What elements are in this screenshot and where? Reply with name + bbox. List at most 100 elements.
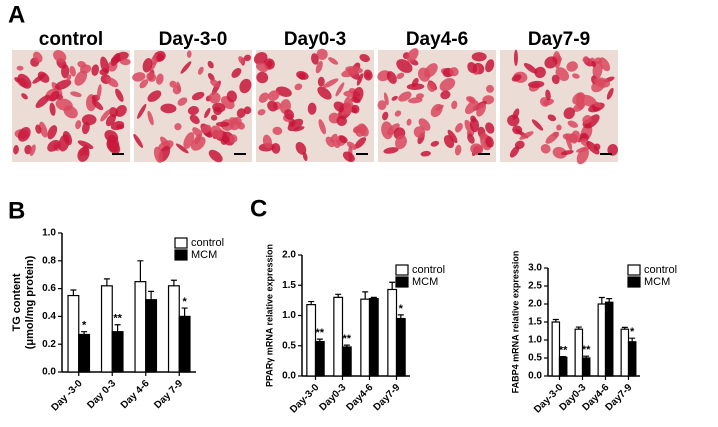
bar xyxy=(314,340,325,377)
cell xyxy=(210,125,223,139)
cell xyxy=(449,67,459,77)
cell xyxy=(132,72,146,82)
cell xyxy=(39,121,48,138)
error-bar xyxy=(397,314,404,319)
y-tick-label: 2.5 xyxy=(528,281,542,292)
cell xyxy=(354,137,367,149)
cell xyxy=(100,109,111,122)
legend-swatch xyxy=(627,264,641,276)
cell xyxy=(81,121,90,135)
cell xyxy=(77,61,87,68)
cell xyxy=(180,61,192,74)
cell xyxy=(435,104,444,111)
y-tick-label: 2.0 xyxy=(282,250,296,261)
legend-label: control xyxy=(191,237,224,249)
cell xyxy=(77,140,94,150)
cell xyxy=(383,147,399,154)
cell xyxy=(485,122,495,134)
cell xyxy=(231,68,242,78)
micrograph xyxy=(132,50,252,163)
cell xyxy=(53,50,67,63)
cell xyxy=(243,106,252,115)
cell xyxy=(146,72,157,82)
y-tick-label: 1.0 xyxy=(42,228,56,239)
cell xyxy=(352,87,364,103)
cell xyxy=(255,62,269,73)
cell xyxy=(338,135,348,144)
cell xyxy=(13,145,19,155)
cell xyxy=(49,91,60,102)
cell xyxy=(418,118,431,131)
cell xyxy=(66,74,72,81)
cell xyxy=(386,123,400,136)
image-label: Day7-9 xyxy=(528,29,590,50)
cell xyxy=(243,54,252,62)
cell xyxy=(110,52,121,66)
cell xyxy=(439,78,456,92)
legend-label: MCM xyxy=(412,276,438,288)
cell xyxy=(137,103,147,119)
bar xyxy=(145,299,158,373)
cell xyxy=(133,133,144,148)
cell xyxy=(197,66,204,75)
cell xyxy=(377,100,387,110)
cell xyxy=(74,70,88,86)
cell xyxy=(17,73,32,89)
cell xyxy=(560,150,574,156)
cell xyxy=(55,98,73,111)
cell xyxy=(210,79,221,88)
legend-swatch xyxy=(174,237,188,249)
cell xyxy=(545,89,551,101)
cell xyxy=(586,141,600,155)
error-bar xyxy=(343,344,350,347)
cell xyxy=(262,134,273,149)
significance-label: * xyxy=(182,296,187,308)
bar xyxy=(67,294,80,373)
error-bar xyxy=(148,290,155,300)
cell xyxy=(511,74,522,82)
cell xyxy=(207,72,215,82)
error-bar xyxy=(362,291,369,300)
cell xyxy=(238,56,245,65)
cell xyxy=(514,140,525,150)
cell xyxy=(236,108,246,118)
bar xyxy=(134,281,147,373)
cell xyxy=(386,71,397,84)
cell xyxy=(75,120,82,130)
cell xyxy=(296,71,309,80)
cell xyxy=(479,133,488,141)
cell xyxy=(322,78,339,88)
cell xyxy=(186,50,192,58)
legend-swatch xyxy=(395,264,409,276)
bar xyxy=(395,317,406,377)
cell xyxy=(105,77,119,88)
cell xyxy=(455,123,463,133)
x-tick-label: Day 7-9 xyxy=(152,378,185,411)
cell xyxy=(271,142,281,154)
bar xyxy=(78,333,91,373)
bar xyxy=(167,285,180,373)
cell xyxy=(606,87,614,100)
panel-label: B xyxy=(8,197,25,224)
cell xyxy=(467,133,475,144)
y-axis-label: TG content xyxy=(11,273,23,331)
cell xyxy=(523,62,538,74)
cell xyxy=(415,93,424,99)
cell xyxy=(35,94,50,108)
bar xyxy=(387,288,398,377)
x-tick-label: Day4-6 xyxy=(345,382,376,413)
error-bar xyxy=(598,296,605,304)
cell xyxy=(552,131,559,138)
legend-swatch xyxy=(627,276,641,288)
cell xyxy=(585,114,600,129)
cell xyxy=(62,130,73,146)
y-tick-label: 0.8 xyxy=(42,255,56,266)
cell xyxy=(177,97,188,106)
cell xyxy=(204,107,211,119)
cell xyxy=(527,80,545,88)
y-tick-label: 1.5 xyxy=(282,280,296,291)
cell xyxy=(142,58,153,73)
cell xyxy=(104,129,119,143)
cell xyxy=(16,65,24,71)
y-tick-label: 0.4 xyxy=(42,311,56,322)
